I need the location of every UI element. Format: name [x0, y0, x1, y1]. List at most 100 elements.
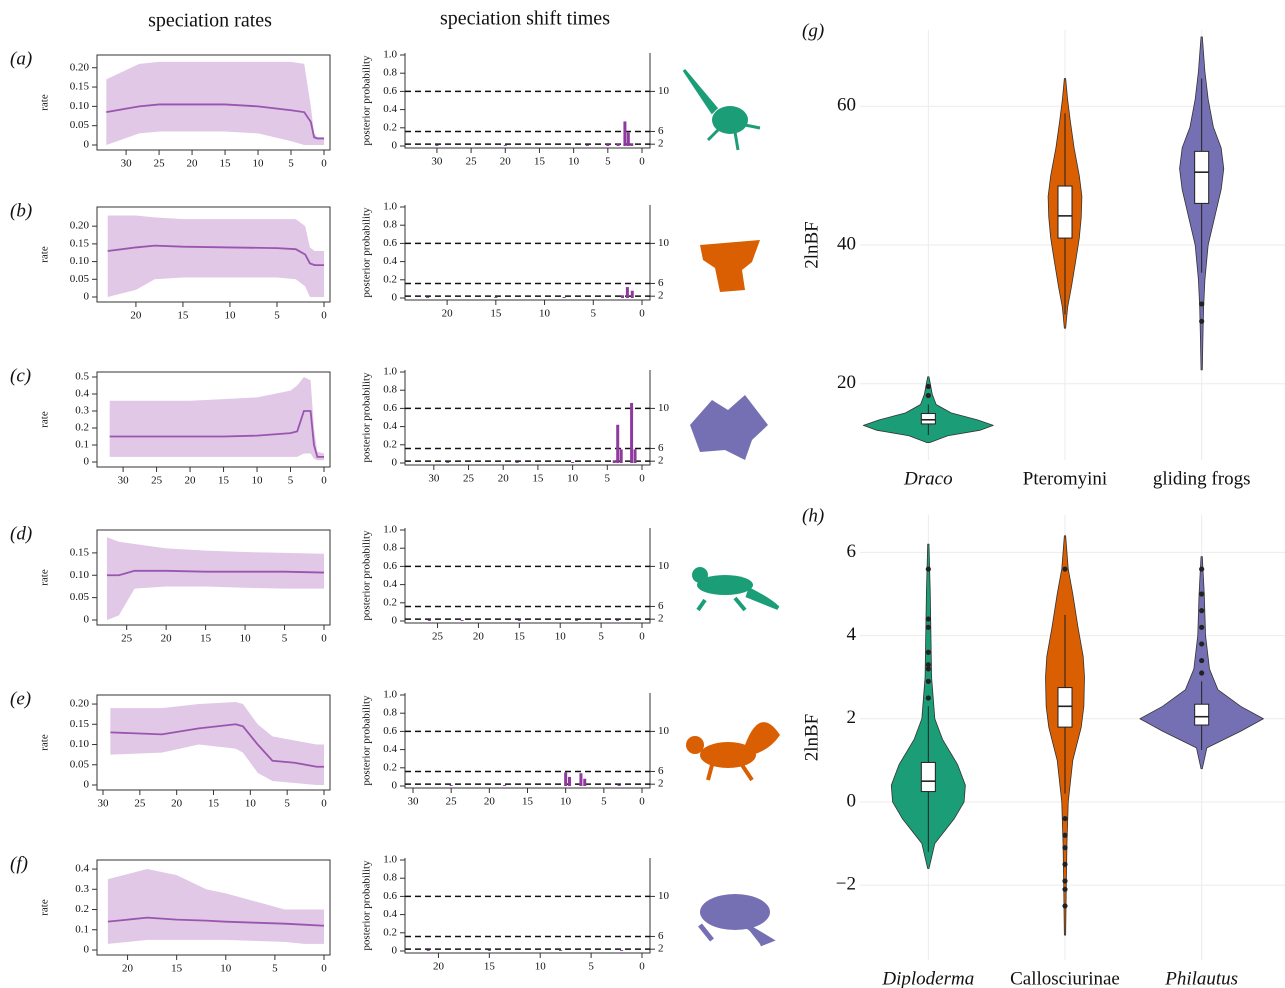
y-tick-label: 0.3: [75, 405, 89, 417]
y-tick-label: 0.2: [75, 422, 89, 434]
y2-tick-label: 2: [658, 778, 664, 790]
outlier: [1199, 670, 1204, 675]
x-tick-label: 5: [598, 631, 604, 643]
x-tick-label: 5: [272, 963, 278, 975]
y2-tick-label: 2: [658, 138, 664, 150]
y-tick-label: 0: [392, 615, 398, 627]
outlier: [1062, 816, 1067, 821]
x-tick-label: 0: [639, 796, 645, 808]
y-tick-label: 0.4: [75, 388, 89, 400]
y-tick-label: 0.05: [70, 119, 90, 131]
y-tick-label: 0.2: [75, 903, 89, 915]
y-axis-label: rate: [39, 94, 51, 111]
x-tick-label: 0: [639, 631, 645, 643]
shift-bar: [518, 620, 521, 621]
y2-tick-label: 10: [658, 237, 670, 249]
shift-bar: [516, 462, 519, 463]
y-axis-label: posterior probability: [361, 695, 373, 786]
x-tick-label: 30: [118, 475, 130, 487]
outlier: [1062, 903, 1067, 908]
shift-bar: [627, 132, 630, 146]
box: [921, 414, 935, 424]
x-tick-label: 5: [605, 156, 611, 168]
x-tick-label: 15: [220, 158, 232, 170]
y-tick-label: 1.0: [383, 366, 397, 378]
shift-bar: [488, 950, 491, 951]
y-tick-label: 0.4: [383, 103, 397, 115]
confidence-band: [108, 869, 324, 944]
panel-label: (g): [802, 20, 824, 41]
outlier: [926, 625, 931, 630]
box: [1058, 688, 1072, 728]
page: speciation rates speciation shift times …: [0, 0, 1285, 988]
y-tick-label: 0: [84, 291, 90, 303]
x-tick-label: 5: [288, 158, 294, 170]
x-tick-label: 5: [274, 310, 280, 322]
y-tick-label: 0.4: [383, 578, 397, 590]
shift-bar: [427, 950, 430, 951]
y-axis-label: posterior probability: [361, 55, 373, 146]
x-tick-label: 10: [560, 796, 572, 808]
y-tick-label: 0.2: [383, 121, 397, 133]
silhouette-icon: [686, 722, 780, 780]
y2-tick-label: 6: [658, 442, 664, 454]
shift-bar: [613, 460, 616, 463]
y2-tick-label: 6: [658, 600, 664, 612]
x-tick-label: 0: [321, 158, 327, 170]
y-tick-label: 0.6: [383, 560, 397, 572]
y2-tick-label: 2: [658, 613, 664, 625]
y2-tick-label: 10: [658, 560, 670, 572]
y-tick-label: 0.10: [70, 738, 90, 750]
confidence-band: [107, 537, 324, 620]
y2-tick-label: 6: [658, 765, 664, 777]
x-tick-label: 30: [408, 796, 420, 808]
y-tick-label: 0.15: [70, 81, 90, 93]
outlier: [1199, 608, 1204, 613]
box: [1058, 186, 1072, 238]
x-tick-label: 15: [522, 796, 534, 808]
outlier: [926, 650, 931, 655]
x-tick-label: 15: [484, 961, 496, 973]
silhouette-icon: [692, 567, 778, 610]
box: [1195, 151, 1209, 203]
silhouette-icon: [700, 894, 770, 944]
outlier: [1199, 319, 1204, 324]
panel-label: (c): [10, 365, 31, 386]
outlier: [926, 662, 931, 667]
shift-bar: [618, 785, 621, 786]
y-tick-label: 0: [84, 779, 90, 791]
column-header: speciation rates: [148, 10, 272, 32]
x-tick-label: 0: [321, 475, 327, 487]
y-tick-label: 0.10: [70, 569, 90, 581]
box: [921, 762, 935, 791]
column-header: speciation shift times: [440, 8, 610, 30]
shift-bar: [631, 291, 634, 298]
shift-bar: [575, 620, 578, 621]
shift-bar: [586, 145, 589, 146]
x-tick-label: 25: [463, 473, 475, 485]
x-tick-label: 15: [490, 308, 502, 320]
x-tick-label: 15: [218, 475, 230, 487]
y-tick-label: 6: [847, 541, 857, 562]
x-tick-label: 5: [588, 961, 594, 973]
y-tick-label: 0.8: [383, 67, 397, 79]
x-tick-label: 0: [639, 473, 645, 485]
y-axis-label: 2lnBF: [801, 221, 822, 269]
y-tick-label: 0.8: [383, 219, 397, 231]
x-tick-label: 20: [484, 796, 496, 808]
y-tick-label: 0.20: [70, 698, 90, 710]
confidence-band: [106, 62, 324, 145]
y-tick-label: 0: [392, 292, 398, 304]
y-axis-label: posterior probability: [361, 860, 373, 951]
y2-tick-label: 10: [658, 85, 670, 97]
shift-bar: [620, 950, 623, 951]
shift-bar: [620, 449, 623, 463]
axis-frame: [405, 528, 650, 623]
shift-bar: [559, 950, 562, 951]
y-tick-label: 0.8: [383, 872, 397, 884]
y-tick-label: 0.6: [383, 402, 397, 414]
outlier: [1199, 566, 1204, 571]
outlier: [1062, 833, 1067, 838]
y-tick-label: 4: [847, 624, 857, 645]
y2-tick-label: 6: [658, 277, 664, 289]
